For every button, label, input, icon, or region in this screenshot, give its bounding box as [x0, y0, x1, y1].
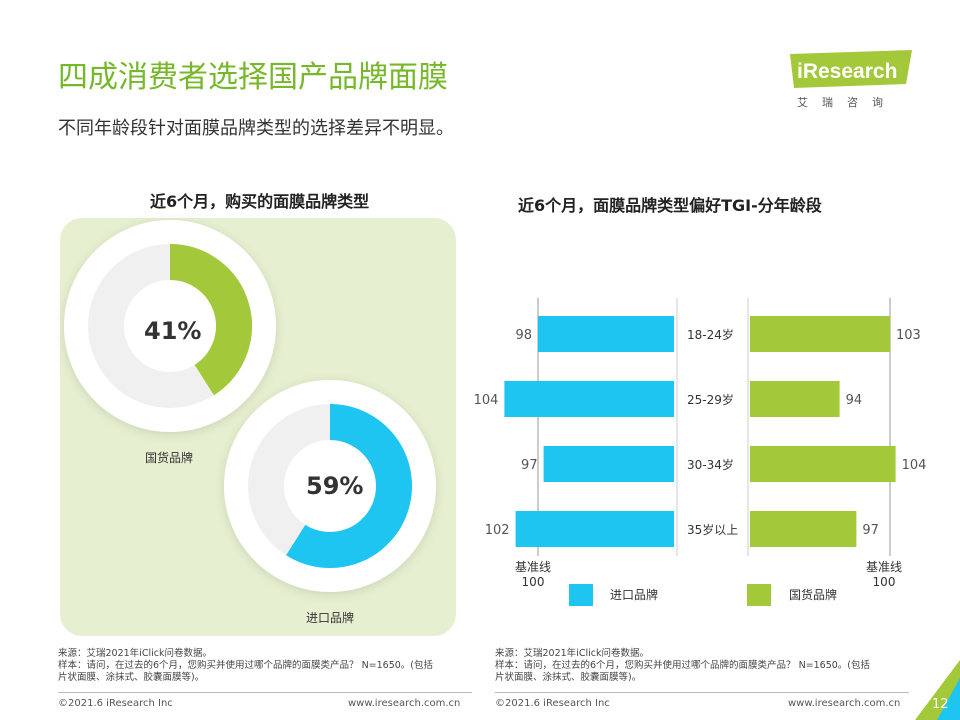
bar-chart-title: 近6个月，面膜品牌类型偏好TGI-分年龄段	[518, 196, 822, 215]
page-number: 12	[932, 697, 949, 712]
source-note-left: 来源：艾瑞2021年iClick问卷数据。 样本：请问，在过去的6个月，您购买并…	[58, 648, 434, 683]
donut-guohuo-value: 41%	[144, 317, 202, 345]
page-corner-decoration	[915, 660, 960, 720]
bar-jinkou-value: 97	[521, 458, 538, 473]
bar-guohuo	[750, 511, 857, 547]
footer-url-right[interactable]: www.iresearch.com.cn	[788, 698, 901, 709]
footer-copyright-left: ©2021.6 iResearch Inc	[58, 698, 173, 709]
iresearch-logo	[790, 50, 912, 88]
bar-guohuo	[750, 446, 896, 482]
bar-jinkou-value: 102	[485, 523, 510, 538]
logo-subtext: 艾瑞咨询	[797, 96, 897, 109]
category-label: 18-24岁	[687, 327, 734, 342]
bar-jinkou	[504, 381, 674, 417]
donut-jinkou-label: 进口品牌	[306, 611, 355, 625]
bar-guohuo-value: 97	[862, 523, 879, 538]
category-label: 30-34岁	[687, 457, 734, 472]
bar-jinkou	[538, 316, 674, 352]
bar-guohuo	[750, 316, 890, 352]
logo-text: iResearch	[797, 60, 898, 83]
legend-swatch-jinkou	[569, 584, 593, 606]
donut-jinkou-value: 59%	[306, 472, 364, 500]
bar-jinkou-value: 98	[515, 328, 532, 343]
bar-guohuo	[750, 381, 840, 417]
donut-slice-jinkou	[286, 404, 412, 568]
bar-jinkou	[515, 511, 674, 547]
donut-slice-guohuo	[169, 244, 252, 396]
baseline-label-right: 基准线 100	[865, 560, 902, 589]
category-label: 35岁以上	[687, 522, 738, 537]
legend-label-jinkou: 进口品牌	[610, 588, 659, 602]
page-title: 四成消费者选择国产品牌面膜	[58, 60, 448, 95]
category-label: 25-29岁	[687, 392, 734, 407]
donut-chart-title: 近6个月，购买的面膜品牌类型	[150, 192, 370, 211]
source-note-right: 来源：艾瑞2021年iClick问卷数据。 样本：请问，在过去的6个月，您购买并…	[495, 648, 871, 683]
bar-guohuo-value: 104	[902, 458, 927, 473]
footer-url-left[interactable]: www.iresearch.com.cn	[348, 698, 461, 709]
baseline-label-left: 基准线 100	[514, 560, 551, 589]
donut-jinkou	[224, 380, 436, 592]
footer-divider-left	[58, 692, 472, 693]
page-subtitle: 不同年龄段针对面膜品牌类型的选择差异不明显。	[58, 118, 454, 139]
legend-swatch-guohuo	[747, 584, 771, 606]
donut-guohuo	[64, 220, 276, 432]
donut-guohuo-label: 国货品牌	[145, 451, 194, 465]
bar-guohuo-value: 103	[896, 328, 921, 343]
footer-copyright-right: ©2021.6 iResearch Inc	[495, 698, 610, 709]
footer-divider-right	[495, 692, 909, 693]
bar-jinkou	[543, 446, 674, 482]
bar-guohuo-value: 94	[846, 393, 863, 408]
bar-jinkou-value: 104	[474, 393, 499, 408]
legend-label-guohuo: 国货品牌	[789, 588, 838, 602]
